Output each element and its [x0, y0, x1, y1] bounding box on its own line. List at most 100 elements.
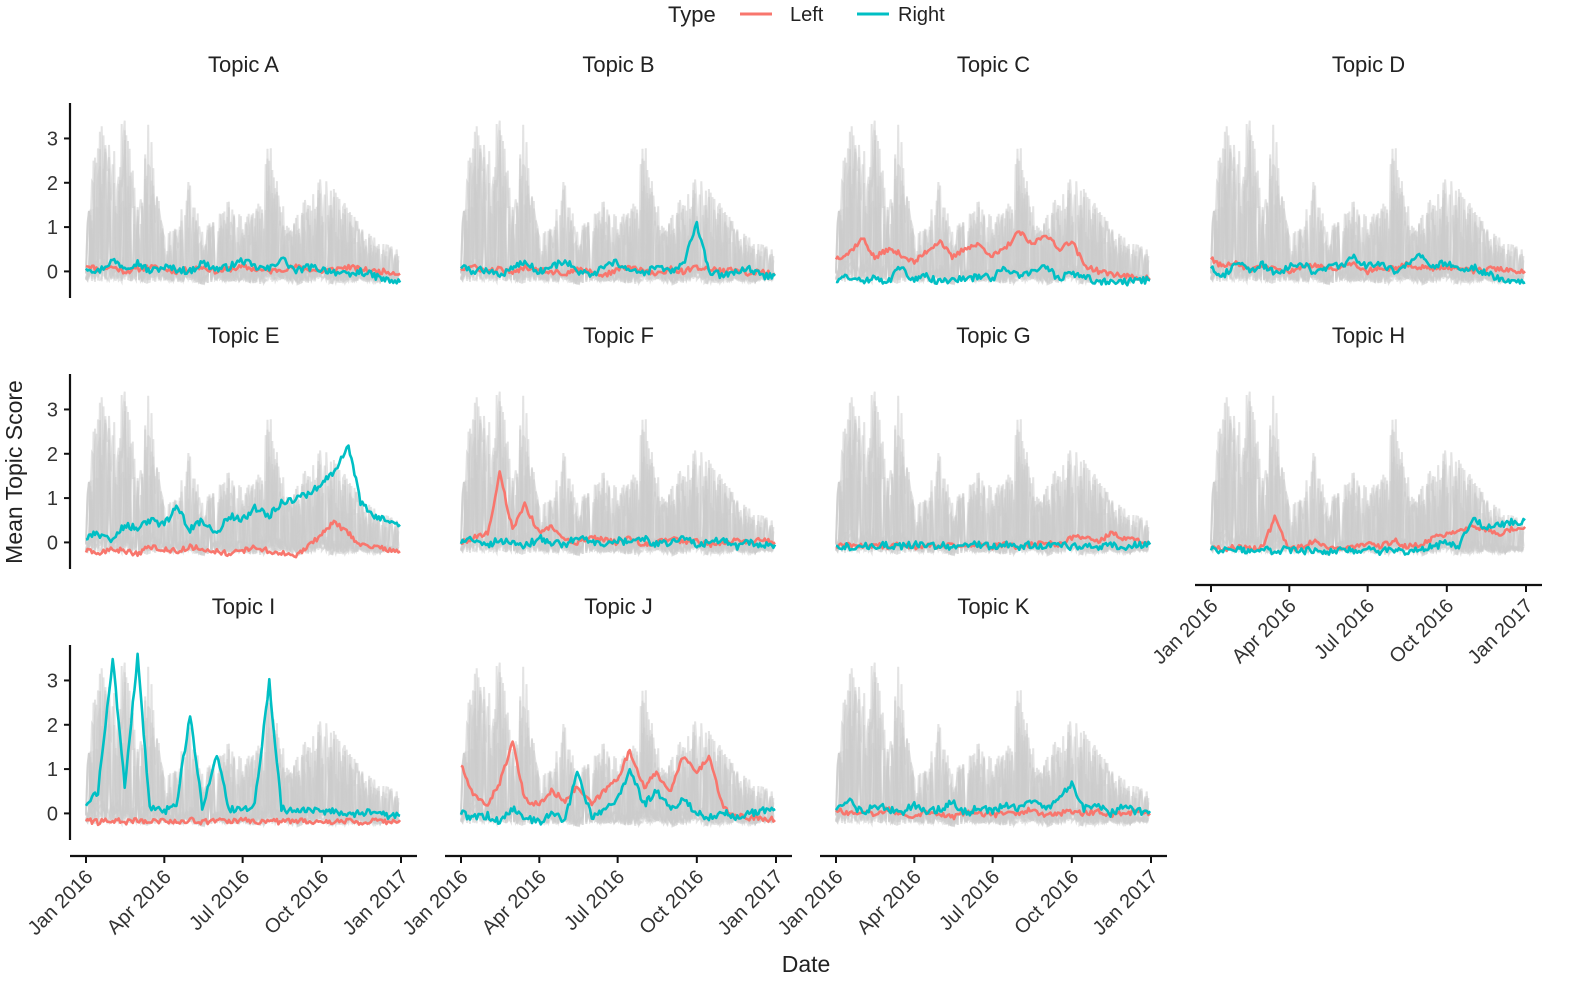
x-tick-label: Jul 2016: [935, 866, 1004, 935]
series-line-right: [459, 534, 777, 551]
y-tick-label: 1: [47, 759, 58, 781]
x-tick-label: Apr 2016: [478, 866, 551, 939]
y-tick-label: 3: [47, 128, 58, 150]
facet-panel: Topic B: [460, 52, 776, 287]
facet-title: Topic E: [207, 323, 279, 348]
facet-panel: Topic E 0 1 2 3: [47, 323, 401, 569]
x-tick-label: Apr 2016: [1228, 595, 1301, 668]
facet-title: Topic K: [957, 594, 1029, 619]
y-tick-label: 1: [47, 488, 58, 510]
series-line-left: [460, 740, 776, 823]
background-series: [835, 662, 1150, 829]
facet-panel: Topic D: [1210, 52, 1526, 287]
facet-panel: Topic I 0 1 2 3 Jan 2016 Apr 2016 Jul 2016 Oct 2…: [24, 594, 417, 940]
background-series-line: [1210, 123, 1524, 287]
legend-title: Type: [668, 2, 716, 27]
facet-title: Topic A: [208, 52, 279, 77]
background-series-line: [85, 394, 399, 558]
x-tick-label: Jan 2016: [774, 866, 848, 940]
x-tick-label: Oct 2016: [1385, 595, 1458, 668]
series-line-right: [459, 767, 776, 826]
background-series: [460, 391, 775, 558]
series-line-left: [84, 519, 401, 559]
background-series: [85, 120, 400, 287]
x-tick-label: Oct 2016: [260, 866, 333, 939]
series-line-left: [834, 230, 1151, 282]
y-tick-label: 0: [47, 803, 58, 825]
facet-panel: Topic F: [459, 323, 777, 558]
series-line-right: [835, 540, 1152, 552]
legend-label-left: Left: [790, 4, 824, 26]
facet-panel: Topic C: [834, 52, 1151, 287]
series-line-right: [85, 444, 401, 544]
facet-title: Topic H: [1332, 323, 1405, 348]
background-series-line: [460, 665, 774, 829]
y-tick-label: 2: [47, 715, 58, 737]
y-tick-label: 2: [47, 444, 58, 466]
facet-title: Topic B: [582, 52, 654, 77]
x-tick-label: Jul 2016: [185, 866, 254, 935]
series-line-right: [835, 264, 1151, 287]
facet-title: Topic J: [584, 594, 652, 619]
x-axis-title: Date: [782, 951, 831, 977]
background-series: [1210, 391, 1525, 558]
facet-panel: Topic G: [835, 323, 1152, 558]
legend-label-right: Right: [898, 4, 945, 26]
facet-panel: Topic J Jan 2016 Apr 2016 Jul 2016 Oct 2016 J…: [399, 594, 792, 940]
series-line-right: [1210, 252, 1526, 285]
y-tick-label: 0: [47, 261, 58, 283]
x-tick-label: Oct 2016: [1010, 866, 1083, 939]
series-line-right: [834, 780, 1152, 818]
y-tick-label: 3: [47, 670, 58, 692]
background-series: [1210, 120, 1525, 287]
background-series-line: [1210, 394, 1524, 558]
background-series: [85, 662, 400, 829]
x-tick-label: Jul 2016: [1310, 595, 1379, 664]
y-tick-label: 1: [47, 217, 58, 239]
x-tick-label: Jan 2017: [339, 866, 413, 940]
background-series: [460, 662, 775, 829]
x-tick-label: Apr 2016: [853, 866, 926, 939]
background-series-line: [460, 394, 774, 558]
facet-title: Topic C: [957, 52, 1030, 77]
x-tick-label: Oct 2016: [635, 866, 708, 939]
series-line-right: [1209, 516, 1526, 556]
y-tick-label: 2: [47, 173, 58, 195]
facet-panel: Topic A 0 1 2 3: [47, 52, 402, 298]
background-series: [460, 120, 775, 287]
series-line-left: [1210, 514, 1527, 553]
facet-title: Topic D: [1332, 52, 1405, 77]
facet-title: Topic F: [583, 323, 654, 348]
background-series: [85, 391, 400, 558]
background-series-line: [460, 123, 774, 287]
facet-panels: Topic A 0 1 2 3 Topic B Topic C Topic D Topic E 0…: [24, 52, 1542, 940]
background-series-line: [85, 123, 399, 287]
series-line-right: [84, 256, 402, 285]
x-tick-label: Jan 2016: [24, 866, 98, 940]
facet-panel: Topic K Jan 2016 Apr 2016 Jul 2016 Oct 2016 J…: [774, 594, 1167, 940]
y-tick-label: 0: [47, 532, 58, 554]
series-line-right: [460, 220, 776, 281]
facet-panel: Topic H Jan 2016 Apr 2016 Jul 2016 Oct 2016 J…: [1149, 323, 1542, 669]
background-series: [835, 120, 1150, 287]
y-tick-label: 3: [47, 399, 58, 421]
background-series-line: [835, 123, 1149, 287]
y-axis-title: Mean Topic Score: [1, 380, 27, 564]
x-tick-label: Jan 2017: [714, 866, 788, 940]
facet-title: Topic G: [956, 323, 1031, 348]
facet-title: Topic I: [212, 594, 276, 619]
x-tick-label: Apr 2016: [103, 866, 176, 939]
background-series-line: [835, 665, 1149, 829]
background-series: [835, 391, 1150, 558]
x-tick-label: Jul 2016: [560, 866, 629, 935]
x-tick-label: Jan 2016: [399, 866, 473, 940]
series-line-right: [84, 652, 401, 820]
series-line-left: [84, 816, 402, 827]
legend: Type Left Right: [668, 2, 945, 27]
x-tick-label: Jan 2017: [1464, 595, 1538, 669]
series-line-left: [460, 263, 776, 278]
x-tick-label: Jan 2017: [1089, 866, 1163, 940]
x-tick-label: Jan 2016: [1149, 595, 1223, 669]
